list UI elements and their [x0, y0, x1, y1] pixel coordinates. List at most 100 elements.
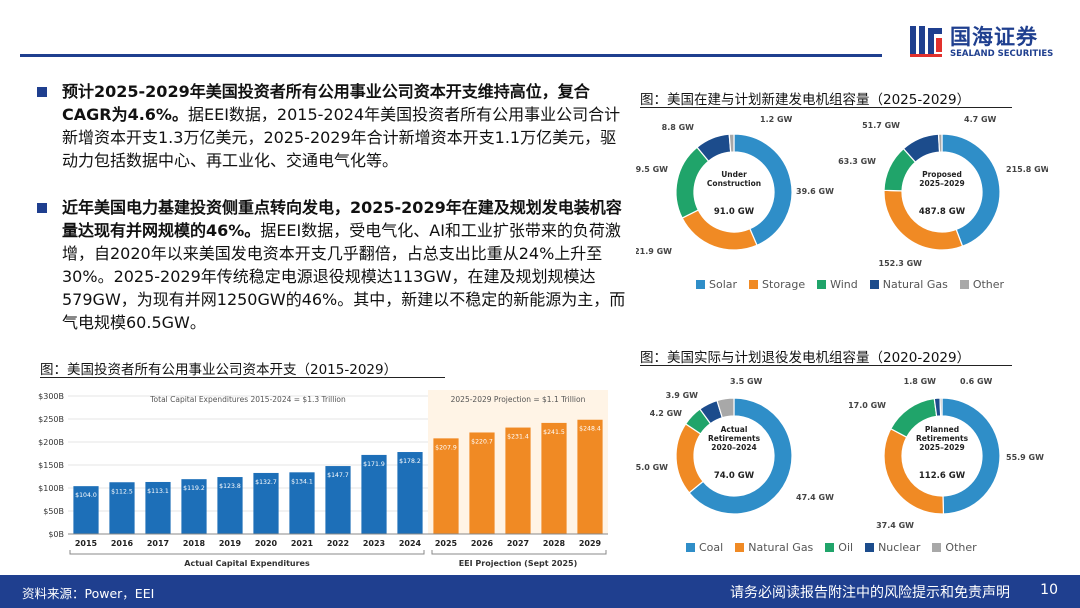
capex-bar-chart: $0B $50B $100B $150B $200B $250B $300B Total Ca…: [38, 390, 608, 568]
y-tick-label: $0B: [48, 530, 64, 539]
bar-value-label: $134.1: [291, 478, 313, 485]
donut-bottom-caption: 图：美国实际与计划退役发电机组容量（2020-2029）: [640, 350, 971, 366]
caption-underline: [40, 377, 445, 378]
x-tick-label: 2028: [543, 539, 566, 548]
legend-top: Solar Storage Wind Natural Gas Other: [696, 278, 1004, 291]
caption-underline: [640, 107, 1012, 108]
legend-swatch: [959, 280, 969, 289]
bar-value-label: $207.9: [435, 444, 457, 451]
slice-coal: [688, 397, 793, 515]
legend-swatch: [869, 280, 879, 289]
legend-swatch: [817, 280, 827, 289]
bar-2022: [325, 466, 351, 534]
legend-swatch: [696, 280, 705, 289]
x-tick-label: 2029: [579, 539, 602, 548]
slice-value-label: 17.0 GW: [848, 401, 886, 410]
donut-center-title: Actual: [721, 425, 748, 434]
slice-coal: [941, 397, 1001, 515]
slice-solar: [733, 133, 793, 247]
bar-value-label: $104.0: [75, 492, 97, 499]
slice-value-label: 1.2 GW: [760, 115, 793, 124]
bar-2015: [73, 486, 99, 534]
legend-label: Wind: [830, 278, 858, 291]
slice-value-label: 215.8 GW: [1006, 165, 1048, 174]
donut-planned-retirements: 55.9 GW 37.4 GW 17.0 GW 1.8 GW 0.6 GW Planned…: [848, 377, 1044, 530]
bar-value-label: $248.4: [579, 426, 601, 433]
sealand-logo-icon: [910, 26, 942, 57]
donut-center-title: 2025–2029: [919, 179, 965, 188]
bar-2025: [433, 438, 459, 534]
legend-label: Nuclear: [878, 541, 921, 554]
x-tick-label: 2015: [75, 539, 98, 548]
slice-value-label: 0.6 GW: [960, 377, 993, 386]
x-tick-label: 2023: [363, 539, 385, 548]
bullet-square-icon: [37, 203, 47, 213]
y-tick-label: $200B: [38, 438, 64, 447]
y-tick-label: $100B: [38, 484, 64, 493]
legend-item-solar: Solar: [696, 278, 737, 291]
legend-item-other: Other: [932, 541, 977, 554]
y-tick-label: $50B: [43, 507, 64, 516]
slice-other: [937, 133, 943, 153]
donut-center-title: Retirements: [708, 434, 761, 443]
bar-value-label: $113.1: [147, 488, 169, 495]
legend-swatch: [735, 543, 745, 552]
legend-swatch: [749, 280, 759, 289]
legend-item-nuclear: Nuclear: [865, 541, 920, 554]
legend-item-storage: Storage: [749, 278, 805, 291]
bar-value-label: $132.7: [255, 479, 277, 486]
bar-2026: [469, 432, 495, 534]
bullet-1-text: 据EEI数据，2015-2024年美国投资者所有公用事业公司合计新增资本开支1.…: [62, 105, 621, 170]
donut-center-title: Construction: [707, 179, 761, 188]
slice-value-label: 55.9 GW: [1006, 453, 1044, 462]
donut-top-caption: 图：美国在建与计划新建发电机组容量（2025-2029）: [640, 92, 971, 108]
y-tick-label: $150B: [38, 461, 64, 470]
x-tick-label: 2027: [507, 539, 529, 548]
bar-2018: [181, 479, 207, 534]
y-tick-label: $300B: [38, 392, 64, 401]
slice-solar: [941, 133, 1001, 248]
legend-label: Natural Gas: [882, 278, 948, 291]
legend-swatch: [865, 543, 875, 552]
legend-label: Solar: [709, 278, 738, 291]
donut-center-title: Planned: [925, 425, 959, 434]
donut-center-total: 487.8 GW: [919, 207, 966, 217]
slice-value-label: 15.0 GW: [636, 463, 668, 472]
projection-bracket: [431, 550, 607, 555]
x-tick-label: 2019: [219, 539, 242, 548]
slice-value-label: 39.6 GW: [796, 187, 834, 196]
slice-other: [939, 397, 943, 417]
bar-value-label: $231.4: [507, 434, 529, 441]
legend-swatch: [686, 543, 695, 552]
slice-value-label: 4.7 GW: [964, 115, 997, 124]
donut-center-title: Retirements: [916, 434, 969, 443]
bar-2028: [541, 422, 567, 534]
x-tick-label: 2018: [183, 539, 206, 548]
caption-underline: [640, 365, 1012, 366]
slice-value-label: 1.8 GW: [904, 377, 937, 386]
x-tick-label: 2026: [471, 539, 494, 548]
donut-center-title: Proposed: [922, 170, 962, 179]
donut-center-title: Under: [721, 170, 747, 179]
bar-2021: [289, 472, 315, 534]
donut-center-total: 91.0 GW: [714, 207, 755, 217]
bar-2027: [505, 427, 531, 534]
bar-2029: [577, 419, 603, 534]
header-rule: [20, 54, 882, 57]
slice-natural-gas: [675, 423, 704, 494]
slice-other: [716, 397, 735, 419]
legend-label: Natural Gas: [748, 541, 814, 554]
x-tick-label: 2021: [291, 539, 314, 548]
x-tick-label: 2016: [111, 539, 134, 548]
page-number: 10: [1040, 582, 1058, 598]
x-tick-label: 2017: [147, 539, 169, 548]
bar-2016: [109, 482, 135, 534]
brand-name-en: SEALAND SECURITIES: [950, 49, 1054, 59]
slice-value-label: 37.4 GW: [876, 521, 914, 530]
slice-value-label: 19.5 GW: [636, 165, 668, 174]
slice-storage: [883, 189, 964, 251]
group-label-actual: Actual Capital Expenditures: [184, 559, 310, 568]
bar-value-label: $112.5: [111, 488, 133, 495]
slice-wind: [675, 146, 710, 219]
donut-proposed: 215.8 GW 152.3 GW 63.3 GW 51.7 GW 4.7 GW Prop…: [838, 115, 1048, 268]
